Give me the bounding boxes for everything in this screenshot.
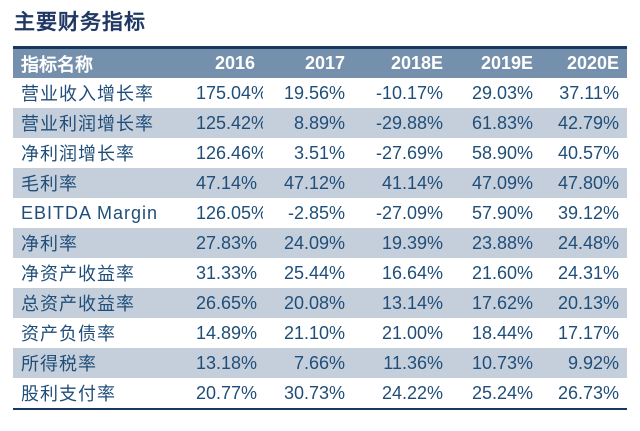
indicator-value: 126.46% bbox=[196, 142, 263, 163]
indicator-value: 9.92% bbox=[567, 352, 619, 373]
indicator-value: 18.44% bbox=[471, 322, 533, 343]
indicator-value: 8.89% bbox=[293, 112, 345, 133]
indicator-value: 20.77% bbox=[196, 382, 258, 403]
indicator-value: -2.85% bbox=[287, 202, 345, 223]
indicator-value: 7.66% bbox=[293, 352, 345, 373]
indicator-name: EBITDA Margin bbox=[21, 202, 159, 223]
indicator-name: 净利润增长率 bbox=[21, 144, 135, 164]
indicator-value: 47.14% bbox=[196, 172, 258, 193]
table-row: 资产负债率 14.89% 21.10% 21.00% 18.44% 17.17% bbox=[13, 318, 627, 348]
indicator-value: 21.00% bbox=[381, 322, 443, 343]
indicator-name: 营业收入增长率 bbox=[21, 84, 154, 104]
indicator-value: 27.83% bbox=[196, 232, 258, 253]
indicator-value: 26.65% bbox=[196, 292, 258, 313]
column-header-year: 2018E bbox=[390, 53, 443, 73]
column-header-year: 2017 bbox=[304, 53, 345, 73]
table-row: 净资产收益率 31.33% 25.44% 16.64% 21.60% 24.31% bbox=[13, 258, 627, 288]
table-row: 营业收入增长率 175.04% 19.56% -10.17% 29.03% 37.11% bbox=[13, 78, 627, 108]
indicator-value: 23.88% bbox=[471, 232, 533, 253]
indicator-value: 29.03% bbox=[471, 82, 533, 103]
indicator-value: 175.04% bbox=[196, 82, 263, 103]
indicator-value: 19.56% bbox=[283, 82, 345, 103]
indicator-value: 14.89% bbox=[196, 322, 258, 343]
indicator-value: 17.17% bbox=[557, 322, 619, 343]
indicator-value: 25.24% bbox=[471, 382, 533, 403]
indicator-value: -10.17% bbox=[375, 82, 443, 103]
table-row: 总资产收益率 26.65% 20.08% 13.14% 17.62% 20.13% bbox=[13, 288, 627, 318]
indicator-value: 24.09% bbox=[283, 232, 345, 253]
indicator-value: 40.57% bbox=[557, 142, 619, 163]
financial-indicators-table: 指标名称 2016 2017 2018E 2019E 2020E 营业收入增长率 175.0… bbox=[13, 46, 627, 410]
column-header-indicator-name: 指标名称 bbox=[21, 54, 93, 75]
indicator-value: 39.12% bbox=[557, 202, 619, 223]
indicator-value: -29.88% bbox=[375, 112, 443, 133]
indicator-value: 21.10% bbox=[283, 322, 345, 343]
indicator-value: 126.05% bbox=[196, 202, 263, 223]
indicator-value: 125.42% bbox=[196, 112, 263, 133]
table-row: 净利润增长率 126.46% 3.51% -27.69% 58.90% 40.57% bbox=[13, 138, 627, 168]
indicator-value: 37.11% bbox=[559, 82, 619, 103]
table-body: 营业收入增长率 175.04% 19.56% -10.17% 29.03% 37.11% 营… bbox=[13, 78, 627, 409]
indicator-name: 总资产收益率 bbox=[21, 294, 135, 314]
indicator-value: 24.48% bbox=[557, 232, 619, 253]
indicator-value: 11.36% bbox=[383, 352, 443, 373]
table-row: 营业利润增长率 125.42% 8.89% -29.88% 61.83% 42.79% bbox=[13, 108, 627, 138]
table-row: EBITDA Margin 126.05% -2.85% -27.09% 57.90% 3… bbox=[13, 198, 627, 228]
indicator-name: 股利支付率 bbox=[21, 384, 116, 404]
indicator-value: -27.09% bbox=[375, 202, 443, 223]
table-row: 净利率 27.83% 24.09% 19.39% 23.88% 24.48% bbox=[13, 228, 627, 258]
indicator-value: 21.60% bbox=[471, 262, 533, 283]
indicator-value: 31.33% bbox=[196, 262, 258, 283]
indicator-name: 净利率 bbox=[21, 234, 78, 254]
indicator-name: 所得税率 bbox=[21, 354, 97, 374]
indicator-value: 47.12% bbox=[283, 172, 345, 193]
column-header-year: 2016 bbox=[214, 53, 255, 73]
indicator-name: 净资产收益率 bbox=[21, 264, 135, 284]
indicator-value: 16.64% bbox=[381, 262, 443, 283]
indicator-name: 毛利率 bbox=[21, 174, 78, 194]
indicator-value: 17.62% bbox=[471, 292, 533, 313]
indicator-value: 10.73% bbox=[471, 352, 533, 373]
table-row: 股利支付率 20.77% 30.73% 24.22% 25.24% 26.73% bbox=[13, 378, 627, 409]
indicator-value: 24.31% bbox=[557, 262, 619, 283]
indicator-value: 3.51% bbox=[293, 142, 345, 163]
indicator-name: 资产负债率 bbox=[21, 324, 116, 344]
indicator-value: 47.09% bbox=[471, 172, 533, 193]
indicator-value: -27.69% bbox=[375, 142, 443, 163]
indicator-value: 24.22% bbox=[381, 382, 443, 403]
indicator-value: 30.73% bbox=[283, 382, 345, 403]
indicator-value: 13.14% bbox=[381, 292, 443, 313]
indicator-name: 营业利润增长率 bbox=[21, 114, 154, 134]
indicator-value: 41.14% bbox=[381, 172, 443, 193]
indicator-value: 47.80% bbox=[557, 172, 619, 193]
indicator-value: 61.83% bbox=[471, 112, 533, 133]
indicator-value: 13.18% bbox=[196, 352, 258, 373]
indicator-value: 20.13% bbox=[557, 292, 619, 313]
indicator-value: 42.79% bbox=[557, 112, 619, 133]
indicator-value: 20.08% bbox=[283, 292, 345, 313]
table-header-row: 指标名称 2016 2017 2018E 2019E 2020E bbox=[13, 47, 627, 78]
page-title: 主要财务指标 bbox=[14, 11, 146, 34]
indicator-value: 19.39% bbox=[381, 232, 443, 253]
indicator-value: 58.90% bbox=[471, 142, 533, 163]
column-header-year: 2019E bbox=[480, 53, 533, 73]
table-row: 毛利率 47.14% 47.12% 41.14% 47.09% 47.80% bbox=[13, 168, 627, 198]
column-header-year: 2020E bbox=[566, 53, 619, 73]
indicator-value: 26.73% bbox=[557, 382, 619, 403]
indicator-value: 25.44% bbox=[283, 262, 345, 283]
table-row: 所得税率 13.18% 7.66% 11.36% 10.73% 9.92% bbox=[13, 348, 627, 378]
indicator-value: 57.90% bbox=[471, 202, 533, 223]
